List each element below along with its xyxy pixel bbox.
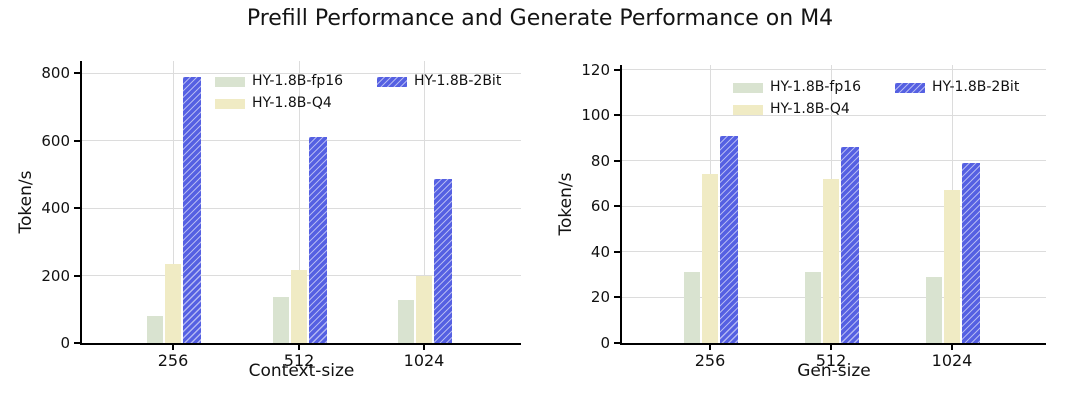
x-tickmark (709, 345, 711, 350)
legend-item-q4: HY-1.8B-Q4 (215, 96, 343, 111)
y-tick-label: 0 (600, 334, 610, 352)
x-tick-label: 256 (694, 351, 726, 370)
v-gridline (172, 61, 174, 343)
y-tick-label: 0 (60, 334, 70, 352)
y-tick-label: 120 (581, 60, 610, 79)
legend-label-2bit: HY-1.8B-2Bit (932, 79, 1020, 95)
y-tickmark (614, 296, 620, 299)
y-axis-spine (80, 61, 82, 345)
v-gridline (298, 61, 300, 343)
y-tick-label: 60 (590, 197, 610, 216)
h-gridline (622, 114, 1046, 116)
x-tickmark (423, 345, 425, 350)
y-tickmark (74, 274, 80, 277)
y-axis-spine (620, 65, 622, 345)
prefill-legend: HY-1.8B-fp16 HY-1.8B-Q4 HY-1.8B-2Bit (215, 74, 501, 111)
q4-swatch (215, 98, 245, 109)
h-gridline (622, 69, 1046, 71)
x-axis-spine (80, 343, 521, 345)
generate-legend: HY-1.8B-fp16 HY-1.8B-Q4 HY-1.8B-2Bit (733, 80, 1019, 117)
v-gridline (423, 61, 425, 343)
y-tickmark (74, 207, 80, 210)
fp16-swatch (733, 82, 763, 93)
bar-HY-1.8B-Q4-256 (702, 174, 718, 343)
x-tick-label: 1024 (403, 351, 445, 370)
prefill-x-axis-label: Context-size (248, 361, 355, 381)
legend-label-q4: HY-1.8B-Q4 (252, 95, 332, 111)
y-tick-label: 400 (41, 199, 70, 218)
y-tick-label: 80 (590, 151, 610, 170)
bar-HY-1.8B-fp16-512 (805, 272, 821, 343)
generate-x-axis-label: Gen-size (797, 361, 871, 381)
x-tick-label: 1024 (931, 351, 973, 370)
legend-label-q4: HY-1.8B-Q4 (770, 101, 850, 117)
x-tickmark (951, 345, 953, 350)
bar-HY-1.8B-2Bit-1024 (434, 179, 452, 343)
figure-title: Prefill Performance and Generate Perform… (246, 6, 834, 31)
legend-label-fp16: HY-1.8B-fp16 (252, 73, 344, 89)
h-gridline (82, 140, 521, 142)
x-tickmark (298, 345, 300, 350)
bar-HY-1.8B-fp16-512 (273, 297, 289, 343)
x-tick-label: 512 (815, 351, 847, 370)
y-tickmark (74, 72, 80, 75)
h-gridline (82, 207, 521, 209)
q4-swatch (733, 104, 763, 115)
legend-label-fp16: HY-1.8B-fp16 (770, 79, 862, 95)
x-tickmark (830, 345, 832, 350)
prefill-plot-area (82, 61, 521, 343)
bar-HY-1.8B-Q4-1024 (944, 190, 960, 343)
y-tick-label: 20 (590, 288, 610, 307)
x-tick-label: 512 (283, 351, 315, 370)
bar-HY-1.8B-2Bit-256 (183, 77, 201, 343)
bar-HY-1.8B-Q4-512 (823, 179, 839, 343)
x-tickmark (172, 345, 174, 350)
y-tickmark (614, 159, 620, 162)
2bit-swatch (377, 76, 408, 87)
bar-HY-1.8B-fp16-1024 (398, 300, 414, 343)
legend-item-2bit: HY-1.8B-2Bit (377, 74, 501, 89)
legend-item-2bit: HY-1.8B-2Bit (895, 80, 1019, 95)
y-tickmark (74, 342, 80, 344)
legend-item-fp16: HY-1.8B-fp16 (215, 74, 343, 89)
y-tick-label: 200 (41, 266, 70, 285)
fp16-swatch (215, 76, 245, 87)
x-tick-label: 256 (157, 351, 189, 370)
legend-label-2bit: HY-1.8B-2Bit (414, 73, 502, 89)
h-gridline (622, 160, 1046, 162)
bar-HY-1.8B-2Bit-1024 (962, 163, 980, 343)
h-gridline (82, 72, 521, 74)
bar-HY-1.8B-Q4-1024 (416, 276, 432, 343)
y-tick-label: 600 (41, 131, 70, 150)
y-tick-label: 40 (590, 242, 610, 261)
x-axis-spine (620, 343, 1046, 345)
y-tickmark (614, 68, 620, 71)
legend-item-fp16: HY-1.8B-fp16 (733, 80, 861, 95)
bar-HY-1.8B-fp16-1024 (926, 277, 942, 343)
y-tickmark (614, 342, 620, 344)
y-tickmark (614, 205, 620, 208)
bar-HY-1.8B-2Bit-256 (720, 136, 738, 343)
generate-plot-area (622, 65, 1046, 343)
bar-HY-1.8B-fp16-256 (684, 272, 700, 343)
y-tickmark (74, 139, 80, 142)
bar-HY-1.8B-2Bit-512 (841, 147, 859, 343)
legend-item-q4: HY-1.8B-Q4 (733, 102, 861, 117)
y-tickmark (614, 250, 620, 253)
2bit-swatch (895, 82, 926, 93)
bar-HY-1.8B-Q4-256 (165, 264, 181, 343)
bar-HY-1.8B-2Bit-512 (309, 137, 327, 343)
y-tick-label: 100 (581, 106, 610, 125)
y-tickmark (614, 114, 620, 117)
y-tick-label: 800 (41, 64, 70, 83)
bar-HY-1.8B-fp16-256 (147, 316, 163, 343)
bar-HY-1.8B-Q4-512 (291, 270, 307, 343)
